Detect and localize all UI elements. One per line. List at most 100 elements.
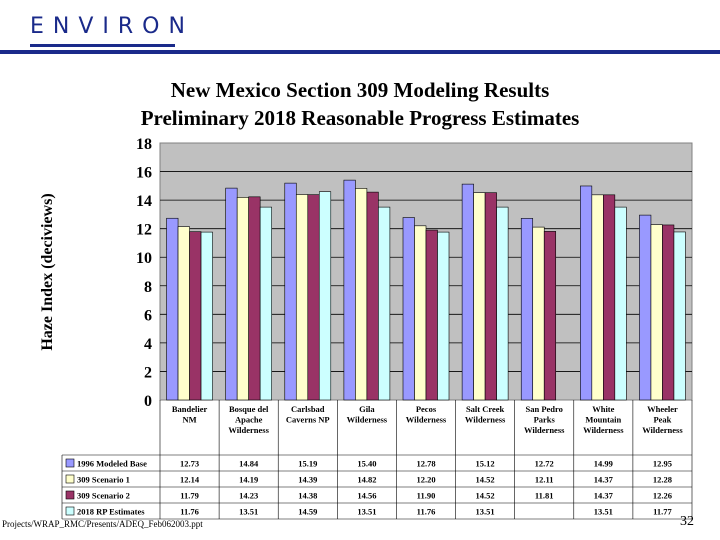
x-tick-label: Caverns NP: [286, 415, 330, 425]
bar: [662, 224, 675, 401]
data-table-cell: 14.52: [476, 475, 495, 485]
x-tick-label: White: [592, 404, 614, 414]
bar: [484, 192, 497, 401]
bar: [366, 191, 379, 401]
data-table-cell: 12.11: [535, 475, 554, 485]
data-table-cell: 15.12: [476, 459, 495, 469]
data-table-cell: 13.51: [594, 507, 613, 517]
environ-logo: ENVIRON: [30, 14, 194, 39]
page-number: 32: [680, 514, 694, 529]
y-tick-label: 14: [136, 193, 152, 210]
bar: [259, 206, 272, 401]
data-table-cell: 14.23: [239, 491, 258, 501]
bar: [591, 194, 604, 401]
bar: [236, 197, 249, 401]
data-table-cell: 12.78: [416, 459, 435, 469]
bar: [614, 206, 627, 401]
data-table-cell: 13.51: [239, 507, 258, 517]
bar: [414, 225, 427, 401]
data-table-cell: 15.19: [298, 459, 317, 469]
bar: [532, 226, 545, 401]
data-table-cell: 14.37: [594, 491, 614, 501]
bar: [402, 217, 415, 401]
x-tick-label: Apache: [235, 415, 263, 425]
y-tick-label: 18: [136, 136, 152, 153]
bar: [284, 182, 297, 401]
bar: [580, 185, 593, 401]
data-table-cell: 14.52: [476, 491, 495, 501]
chart-title: New Mexico Section 309 Modeling Results: [170, 78, 550, 102]
x-tick-label: Pecos: [416, 404, 437, 414]
bar: [673, 231, 686, 401]
bar: [378, 206, 391, 401]
data-table-cell: 12.73: [180, 459, 199, 469]
y-tick-label: 2: [144, 364, 152, 381]
data-table-cell: 11.90: [417, 491, 436, 501]
legend-swatch: [65, 490, 75, 500]
x-tick-label: Peak: [653, 415, 671, 425]
data-table-cell: 13.51: [357, 507, 376, 517]
x-tick-label: Wilderness: [228, 425, 269, 435]
bar: [461, 183, 474, 401]
data-table-cell: 12.20: [416, 475, 435, 485]
x-tick-label: Wilderness: [406, 415, 447, 425]
bar: [437, 231, 450, 401]
legend-label: 309 Scenario 1: [77, 475, 130, 485]
x-tick-label: Wilderness: [524, 425, 565, 435]
x-tick-label: NM: [182, 415, 196, 425]
bar: [189, 231, 202, 401]
x-tick-label: Wilderness: [642, 425, 683, 435]
y-tick-label: 16: [136, 165, 152, 182]
x-tick-label: San Pedro: [526, 404, 563, 414]
bar: [639, 214, 652, 401]
data-table-cell: 14.82: [357, 475, 376, 485]
x-tick-label: Wilderness: [583, 425, 624, 435]
data-table-cell: 11.76: [417, 507, 436, 517]
x-tick-label: Parks: [534, 415, 556, 425]
x-tick-label: Gila: [359, 404, 375, 414]
bar: [200, 231, 213, 401]
y-tick-label: 12: [136, 222, 152, 239]
bar: [650, 224, 663, 401]
bar: [225, 187, 238, 401]
data-table-cell: 14.99: [594, 459, 613, 469]
y-tick-label: 8: [144, 279, 152, 296]
bar: [473, 192, 486, 401]
chart-subtitle: Preliminary 2018 Reasonable Progress Est…: [140, 106, 580, 130]
data-table-cell: 12.28: [653, 475, 672, 485]
bar: [177, 226, 190, 401]
data-table-cell: 11.77: [653, 507, 672, 517]
bar: [355, 188, 368, 401]
bar: [166, 217, 179, 401]
data-table-cell: 12.26: [653, 491, 672, 501]
bar: [318, 191, 332, 401]
x-tick-label: Wilderness: [347, 415, 388, 425]
bar: [543, 231, 557, 401]
data-table-cell: 12.14: [180, 475, 200, 485]
data-table-cell: 11.81: [535, 491, 554, 501]
x-tick-label: Wheeler: [647, 404, 678, 414]
y-axis-label: Haze Index (deciviews): [39, 193, 56, 350]
x-tick-label: Salt Creek: [466, 404, 505, 414]
bar: [295, 194, 309, 401]
bar: [425, 229, 438, 401]
data-table-cell: 14.56: [357, 491, 376, 501]
x-tick-label: Bandelier: [172, 404, 208, 414]
data-table-cell: 12.72: [535, 459, 554, 469]
x-tick-label: Mountain: [585, 415, 621, 425]
x-tick-label: Wilderness: [465, 415, 506, 425]
y-tick-label: 0: [144, 393, 152, 410]
data-table-cell: 14.37: [594, 475, 614, 485]
logo-underline: [30, 44, 175, 47]
y-tick-label: 10: [136, 250, 152, 267]
x-tick-label: Carlsbad: [291, 404, 325, 414]
data-table-cell: 12.95: [653, 459, 672, 469]
data-table-cell: 14.59: [298, 507, 317, 517]
legend-swatch: [65, 506, 75, 516]
legend-swatch: [65, 458, 75, 468]
data-table-cell: 11.79: [180, 491, 199, 501]
x-tick-label: Bosque del: [229, 404, 269, 414]
data-table-cell: 11.76: [180, 507, 199, 517]
bar: [307, 194, 320, 401]
